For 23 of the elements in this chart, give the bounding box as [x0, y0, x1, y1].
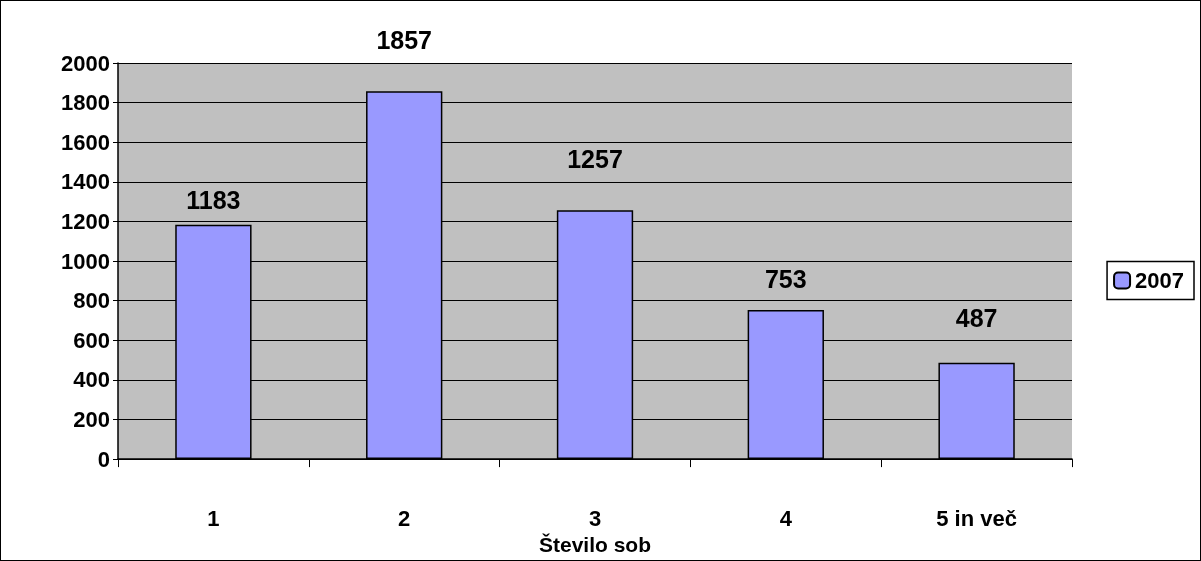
y-tick-label: 1600 — [61, 129, 110, 155]
y-tick-label: 400 — [73, 367, 110, 393]
data-label: 487 — [955, 303, 998, 332]
x-tick-label: 3 — [588, 505, 602, 531]
y-tick-label: 1000 — [61, 248, 110, 274]
x-axis-title: Število sob — [538, 533, 652, 556]
y-tick-label: 600 — [73, 327, 110, 353]
y-tick-label: 1800 — [61, 90, 110, 116]
data-label: 1857 — [376, 26, 433, 55]
x-tick-label: 2 — [398, 505, 411, 531]
y-tick-label: 800 — [73, 288, 110, 314]
y-tick-label: 1200 — [61, 208, 110, 234]
data-label: 1183 — [186, 185, 241, 214]
x-tick-label: 1 — [207, 505, 220, 531]
data-label: 1257 — [567, 144, 623, 173]
y-tick-label: 1400 — [61, 169, 110, 195]
legend-label: 2007 — [1135, 268, 1185, 293]
x-tick-label: 4 — [779, 505, 793, 531]
x-tick-label: 5 in več — [936, 505, 1017, 531]
y-tick-label: 200 — [73, 406, 110, 432]
y-tick-label: 2000 — [61, 50, 110, 76]
data-label: 753 — [764, 264, 807, 293]
y-tick-label: 0 — [97, 446, 110, 472]
